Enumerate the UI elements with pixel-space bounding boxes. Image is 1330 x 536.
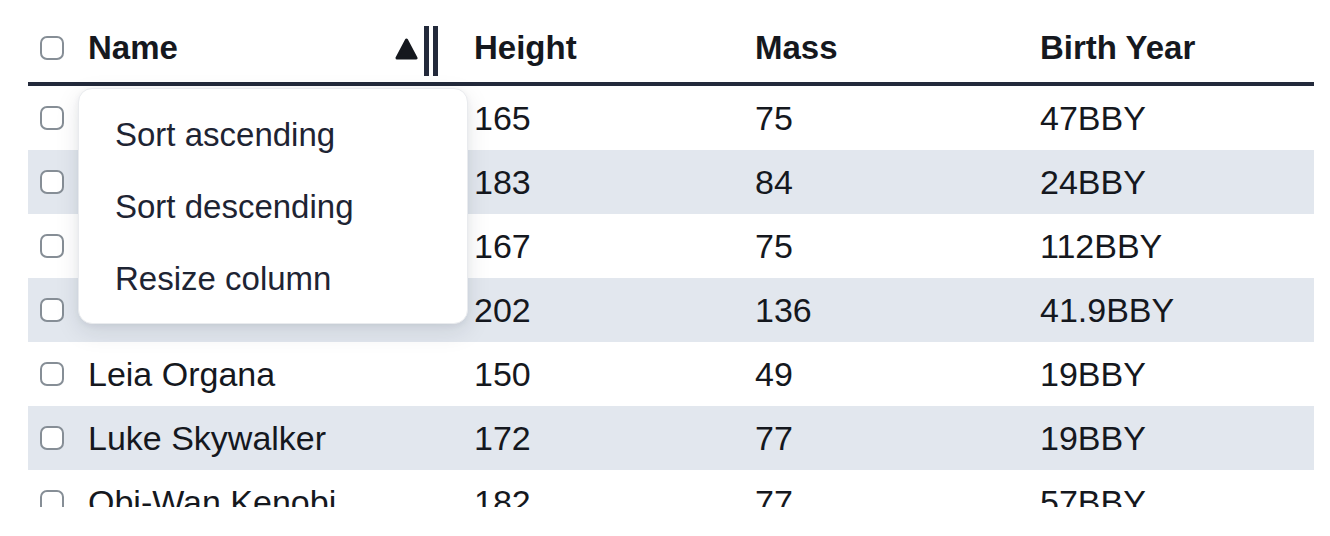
row-checkbox-cell [28, 362, 88, 386]
resize-bar [433, 26, 438, 76]
height-cell: 150 [474, 355, 755, 394]
name-cell: Leia Organa [88, 355, 474, 394]
sort-ascending-icon [395, 38, 418, 60]
height-cell: 165 [474, 99, 755, 138]
height-cell: 183 [474, 163, 755, 202]
row-checkbox-cell [28, 490, 88, 507]
birth-year-cell: 19BBY [1040, 419, 1314, 458]
menu-item-sort-ascending[interactable]: Sort ascending [79, 99, 467, 171]
mass-cell: 49 [755, 355, 1040, 394]
column-header-mass[interactable]: Mass [755, 29, 1040, 67]
menu-item-resize-column[interactable]: Resize column [79, 243, 467, 315]
mass-cell: 75 [755, 99, 1040, 138]
height-cell: 167 [474, 227, 755, 266]
row-checkbox[interactable] [40, 490, 64, 507]
birth-year-cell: 112BBY [1040, 227, 1314, 266]
mass-cell: 75 [755, 227, 1040, 266]
birth-year-cell: 19BBY [1040, 355, 1314, 394]
name-cell: Obi-Wan Kenobi [88, 483, 474, 508]
name-cell: Luke Skywalker [88, 419, 474, 458]
table-row: Luke Skywalker1727719BBY [28, 406, 1314, 470]
row-checkbox[interactable] [40, 426, 64, 450]
column-header-name-label: Name [88, 29, 178, 67]
table-header-row: Name Height Mass Birth Year [28, 0, 1314, 86]
row-checkbox[interactable] [40, 170, 64, 194]
mass-cell: 136 [755, 291, 1040, 330]
row-checkbox[interactable] [40, 298, 64, 322]
row-checkbox-cell [28, 426, 88, 450]
birth-year-cell: 24BBY [1040, 163, 1314, 202]
row-checkbox[interactable] [40, 106, 64, 130]
column-header-name[interactable]: Name [88, 14, 474, 82]
column-header-birth-year[interactable]: Birth Year [1040, 29, 1314, 67]
header-checkbox-cell [28, 36, 88, 60]
menu-item-sort-descending[interactable]: Sort descending [79, 171, 467, 243]
table-row: Leia Organa1504919BBY [28, 342, 1314, 406]
column-context-menu: Sort ascending Sort descending Resize co… [78, 88, 468, 324]
column-header-height[interactable]: Height [474, 29, 755, 67]
height-cell: 172 [474, 419, 755, 458]
birth-year-cell: 57BBY [1040, 483, 1314, 508]
row-checkbox[interactable] [40, 362, 64, 386]
row-checkbox[interactable] [40, 234, 64, 258]
mass-cell: 77 [755, 419, 1040, 458]
birth-year-cell: 47BBY [1040, 99, 1314, 138]
birth-year-cell: 41.9BBY [1040, 291, 1314, 330]
height-cell: 202 [474, 291, 755, 330]
table-row: Obi-Wan Kenobi1827757BBY [28, 470, 1314, 507]
column-resize-handle[interactable] [424, 26, 438, 76]
select-all-checkbox[interactable] [40, 36, 64, 60]
height-cell: 182 [474, 483, 755, 508]
mass-cell: 77 [755, 483, 1040, 508]
mass-cell: 84 [755, 163, 1040, 202]
resize-bar [424, 26, 429, 76]
